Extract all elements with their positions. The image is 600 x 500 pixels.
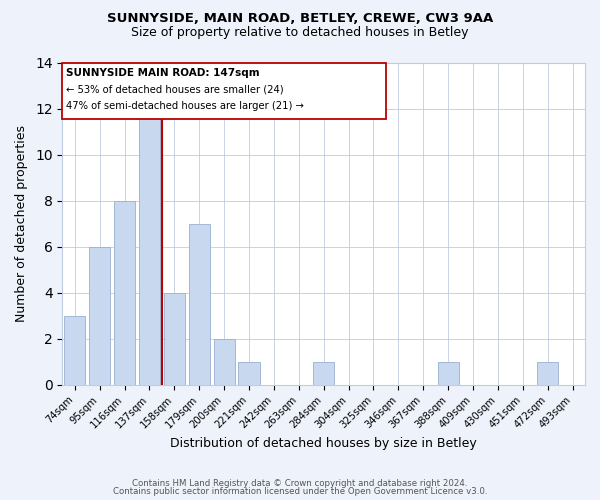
Text: SUNNYSIDE MAIN ROAD: 147sqm: SUNNYSIDE MAIN ROAD: 147sqm xyxy=(66,68,260,78)
Bar xyxy=(437,362,458,384)
Bar xyxy=(537,362,558,384)
Bar xyxy=(89,247,110,384)
Text: Contains HM Land Registry data © Crown copyright and database right 2024.: Contains HM Land Registry data © Crown c… xyxy=(132,478,468,488)
Y-axis label: Number of detached properties: Number of detached properties xyxy=(15,126,28,322)
Bar xyxy=(64,316,85,384)
Text: ← 53% of detached houses are smaller (24): ← 53% of detached houses are smaller (24… xyxy=(66,84,284,94)
X-axis label: Distribution of detached houses by size in Betley: Distribution of detached houses by size … xyxy=(170,437,477,450)
Bar xyxy=(313,362,334,384)
Text: SUNNYSIDE, MAIN ROAD, BETLEY, CREWE, CW3 9AA: SUNNYSIDE, MAIN ROAD, BETLEY, CREWE, CW3… xyxy=(107,12,493,26)
FancyBboxPatch shape xyxy=(62,63,386,120)
Bar xyxy=(188,224,210,384)
Text: Size of property relative to detached houses in Betley: Size of property relative to detached ho… xyxy=(131,26,469,39)
Bar xyxy=(238,362,260,384)
Text: 47% of semi-detached houses are larger (21) →: 47% of semi-detached houses are larger (… xyxy=(66,100,304,110)
Bar xyxy=(214,339,235,384)
Bar xyxy=(164,293,185,384)
Bar xyxy=(114,201,135,384)
Text: Contains public sector information licensed under the Open Government Licence v3: Contains public sector information licen… xyxy=(113,487,487,496)
Title: SUNNYSIDE, MAIN ROAD, BETLEY, CREWE, CW3 9AA
Size of property relative to detach: SUNNYSIDE, MAIN ROAD, BETLEY, CREWE, CW3… xyxy=(0,499,1,500)
Bar xyxy=(139,109,160,384)
